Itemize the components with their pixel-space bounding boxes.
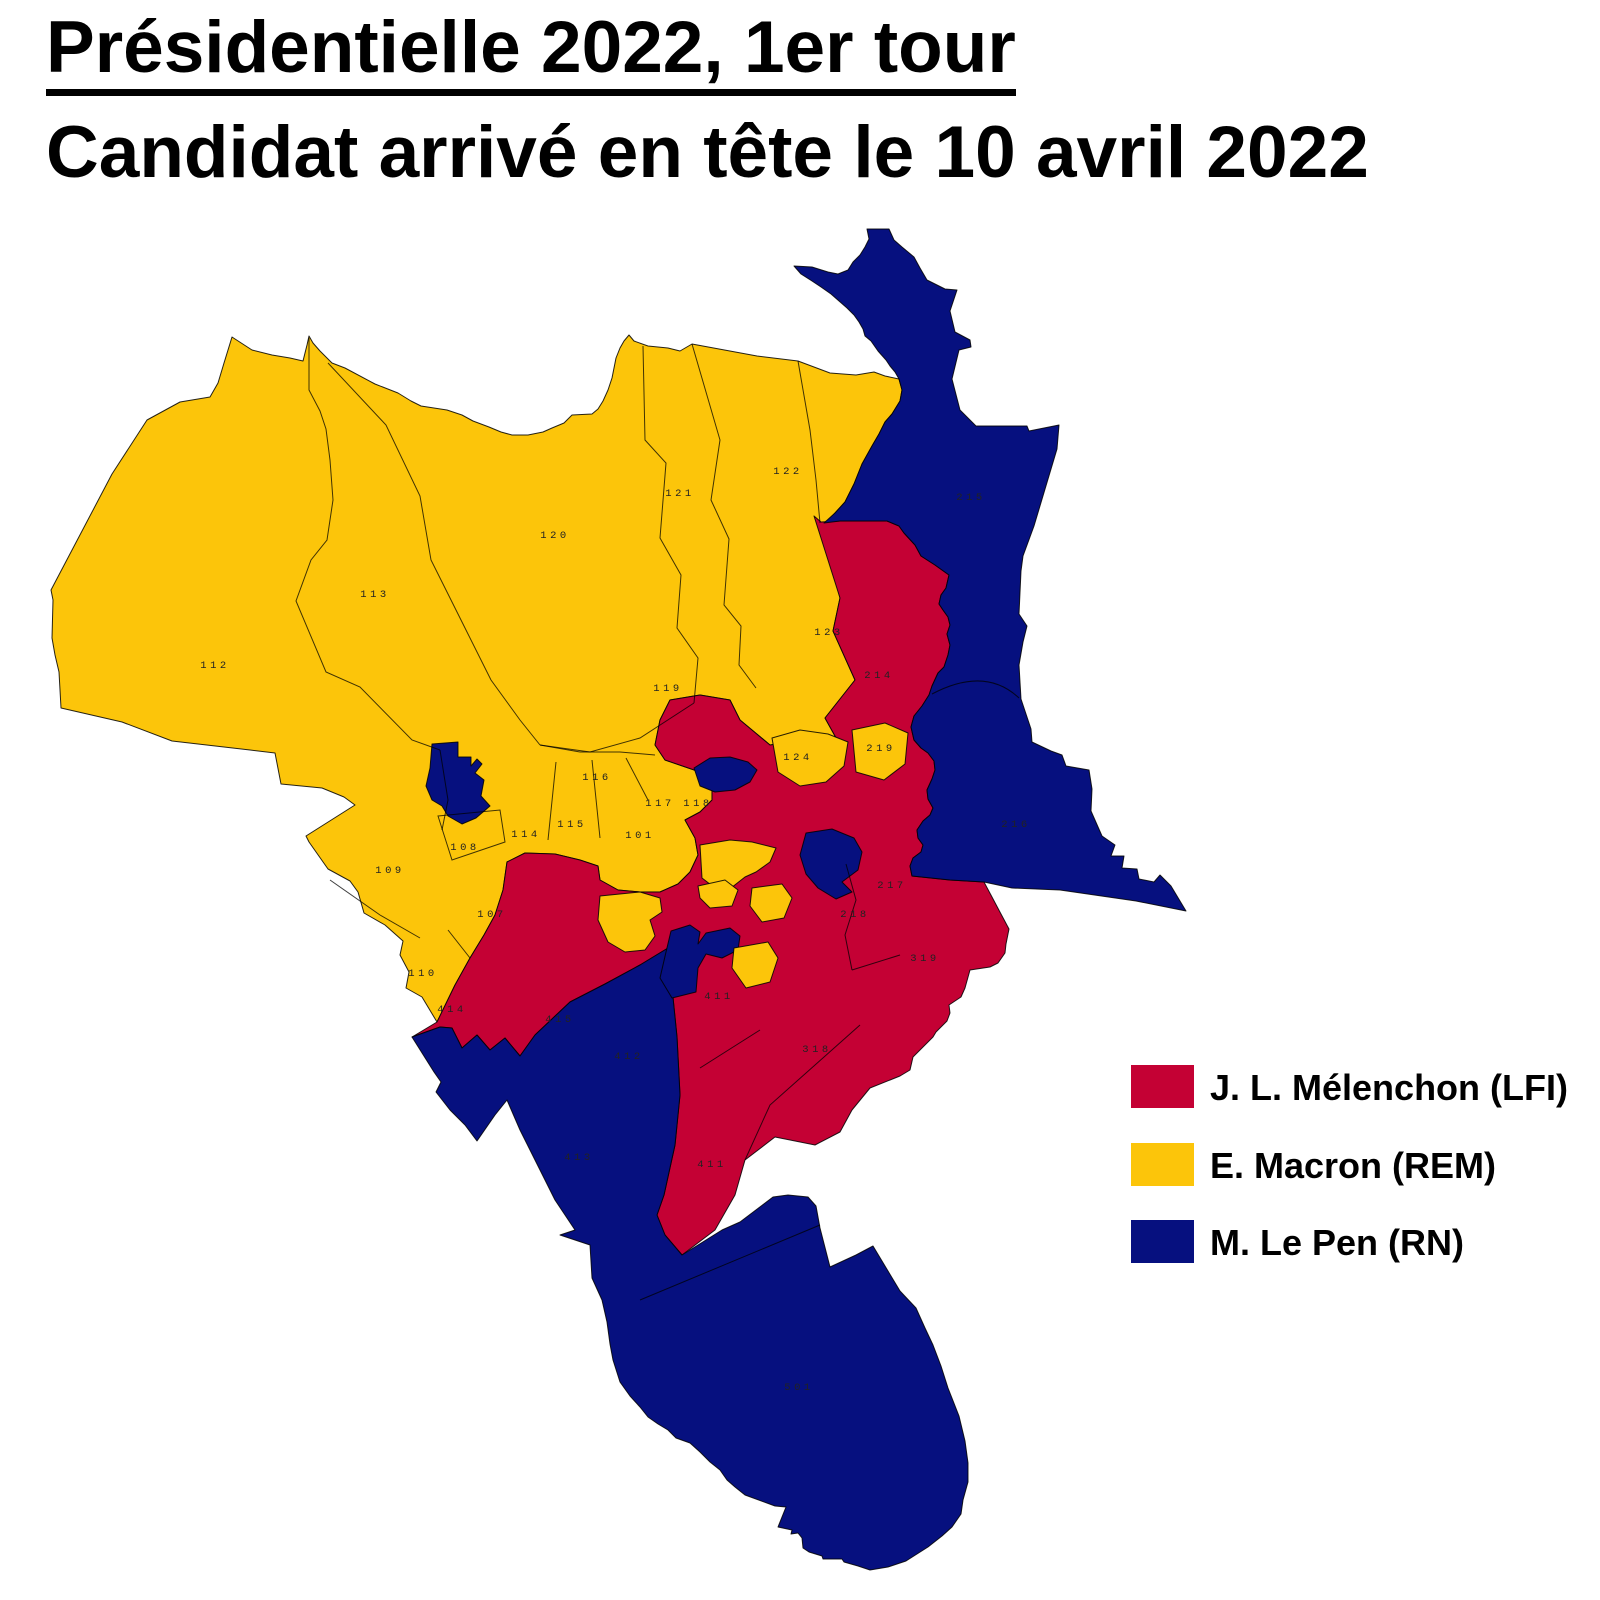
svg-text:122: 122 [773,466,802,478]
svg-text:216: 216 [1001,819,1030,831]
svg-text:218: 218 [840,909,869,921]
svg-text:114: 114 [511,829,540,841]
svg-text:120: 120 [540,530,569,542]
svg-text:110: 110 [408,968,437,980]
svg-text:411: 411 [697,1159,726,1171]
svg-text:109: 109 [375,865,404,877]
svg-text:413: 413 [564,1152,593,1164]
svg-text:121: 121 [665,488,694,500]
svg-text:215: 215 [956,492,985,504]
svg-text:118: 118 [683,798,712,810]
svg-text:123: 123 [814,627,843,639]
svg-text:411: 411 [704,991,733,1003]
svg-text:116: 116 [582,772,611,784]
svg-text:412: 412 [614,1051,643,1063]
svg-text:112: 112 [200,660,229,672]
svg-text:117: 117 [645,798,674,810]
svg-text:319: 319 [910,953,939,965]
svg-text:119: 119 [653,683,682,695]
svg-text:414: 414 [437,1004,466,1016]
svg-text:115: 115 [557,819,586,831]
svg-text:415: 415 [545,1014,574,1026]
svg-text:217: 217 [877,880,906,892]
svg-text:113: 113 [360,589,389,601]
svg-text:124: 124 [783,752,812,764]
svg-text:107: 107 [477,909,506,921]
svg-text:101: 101 [625,830,654,842]
svg-text:214: 214 [864,670,893,682]
svg-text:501: 501 [784,1382,813,1394]
svg-text:219: 219 [866,743,895,755]
svg-text:108: 108 [450,842,479,854]
svg-text:318: 318 [802,1044,831,1056]
